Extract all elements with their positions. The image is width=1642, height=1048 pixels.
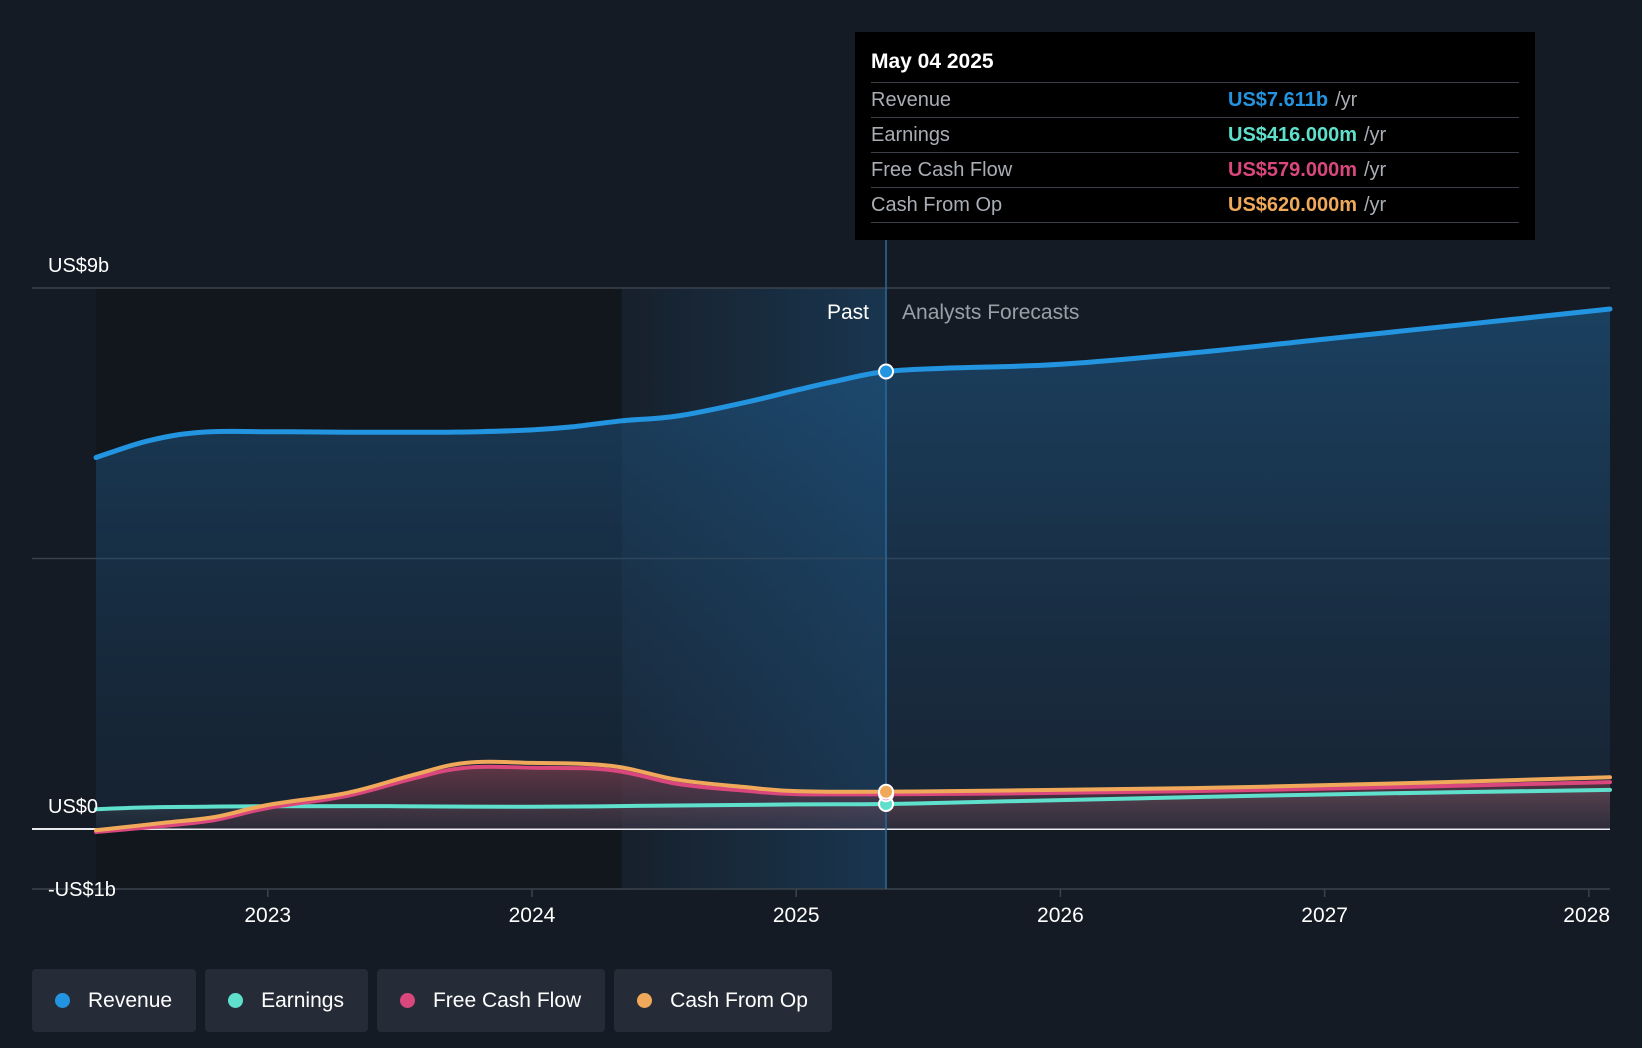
legend-item-earnings[interactable]: Earnings: [205, 969, 368, 1032]
x-tick-label: 2026: [1037, 904, 1084, 927]
legend-item-free-cash-flow[interactable]: Free Cash Flow: [376, 969, 606, 1032]
past-label: Past: [827, 301, 869, 324]
tooltip-unit: /yr: [1363, 159, 1387, 181]
tooltip-row-cash-from-op: Cash From Op US$620.000m /yr: [871, 188, 1519, 223]
tooltip-unit: /yr: [1363, 124, 1387, 146]
legend-label: Revenue: [88, 988, 173, 1012]
legend-dot-icon: [55, 993, 70, 1008]
earnings-line: [94, 787, 1612, 812]
free-cash-flow-area: [96, 766, 1610, 832]
x-tick-label: 2023: [244, 904, 291, 927]
tooltip-label: Earnings: [871, 124, 950, 146]
y-tick-label: US$0: [48, 796, 98, 818]
x-tick-label: 2025: [773, 904, 820, 927]
tooltip-label: Revenue: [871, 89, 952, 111]
legend-dot-icon: [399, 993, 415, 1008]
tooltip-row-earnings: Earnings US$416.000m /yr: [871, 118, 1519, 153]
y-tick-label: US$9b: [48, 255, 109, 277]
tooltip-row-revenue: Revenue US$7.611b /yr: [871, 83, 1519, 118]
free-cash-flow-line: [94, 764, 1612, 834]
tooltip-unit: /yr: [1363, 194, 1387, 216]
tooltip-row-free-cash-flow: Free Cash Flow US$579.000m /yr: [871, 153, 1519, 188]
tooltip-date: May 04 2025: [871, 46, 1519, 83]
tooltip-value: US$7.611b: [1228, 89, 1329, 111]
legend-label: Free Cash Flow: [432, 988, 582, 1012]
revenue-area: [96, 309, 1610, 829]
tooltip-value: US$416.000m: [1228, 124, 1357, 146]
tooltip-unit: /yr: [1335, 89, 1358, 111]
legend-item-revenue[interactable]: Revenue: [32, 969, 197, 1032]
cash-from-op-hover-point: [878, 783, 895, 800]
tooltip-value: US$579.000m: [1228, 159, 1357, 181]
x-tick-label: 2024: [509, 904, 556, 927]
y-tick-label: -US$1b: [48, 879, 116, 901]
tooltip-value: US$620.000m: [1228, 194, 1357, 216]
hover-tooltip: May 04 2025 Revenue US$7.611b /yr Earnin…: [855, 32, 1535, 240]
forecast-label: Analysts Forecasts: [902, 301, 1079, 324]
legend-dot-icon: [637, 993, 653, 1008]
revenue-hover-point: [878, 363, 895, 380]
tooltip-label: Cash From Op: [871, 194, 1003, 216]
chart-legend: Revenue Earnings Free Cash Flow Cash Fro…: [32, 969, 832, 1032]
x-tick-label: 2028: [1563, 904, 1610, 927]
legend-label: Earnings: [261, 988, 344, 1012]
revenue-line: [93, 306, 1613, 460]
tooltip-label: Free Cash Flow: [871, 159, 1013, 181]
x-tick-label: 2027: [1301, 904, 1348, 927]
cash-from-op-line: [94, 759, 1612, 833]
legend-dot-icon: [228, 993, 244, 1008]
legend-label: Cash From Op: [670, 988, 808, 1012]
legend-item-cash-from-op[interactable]: Cash From Op: [614, 969, 832, 1032]
